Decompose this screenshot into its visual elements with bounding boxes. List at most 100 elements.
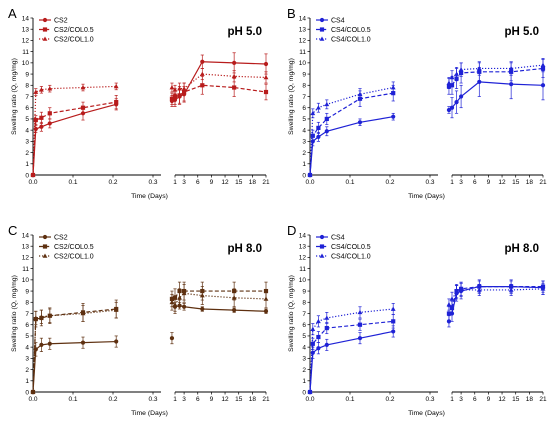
data-point: [263, 61, 269, 67]
ph-annotation: pH 8.0: [504, 243, 539, 255]
data-point: [80, 105, 86, 110]
y-tick-label: 8: [302, 83, 306, 90]
ph-annotation: pH 5.0: [504, 26, 539, 38]
data-point: [390, 85, 396, 90]
data-point: [449, 105, 455, 110]
x-tick-label: 21: [262, 179, 270, 186]
data-point: [169, 85, 175, 90]
series-cs4-col0-5: [307, 59, 546, 178]
series-line: [32, 101, 117, 176]
data-point: [458, 67, 464, 72]
data-point: [390, 306, 396, 311]
data-point: [540, 286, 546, 291]
series-line: [451, 64, 544, 78]
series-cs2: [30, 301, 269, 395]
data-point: [458, 287, 464, 292]
series-line: [451, 285, 544, 314]
y-tick-label: 0: [302, 389, 306, 396]
x-tick-label: 15: [512, 396, 520, 403]
x-axis-title: Time (Days): [408, 410, 445, 417]
data-point: [446, 80, 452, 85]
data-point: [113, 307, 119, 312]
y-tick-label: 3: [25, 139, 29, 146]
data-point: [508, 65, 514, 71]
data-point: [33, 315, 39, 320]
data-point: [114, 339, 119, 344]
x-tick-label: 0.2: [385, 179, 394, 186]
y-tick-label: 10: [22, 277, 30, 284]
y-tick-label: 5: [25, 116, 29, 123]
data-point: [454, 71, 459, 76]
y-tick-label: 4: [25, 344, 29, 351]
y-tick-label: 8: [25, 83, 29, 90]
x-tick-label: 15: [235, 396, 243, 403]
data-point: [454, 289, 459, 294]
x-tick-label: 0.2: [108, 179, 117, 186]
data-point: [307, 172, 313, 177]
y-tick-label: 1: [302, 378, 306, 385]
x-tick-label: 3: [459, 396, 463, 403]
data-point: [316, 318, 321, 324]
x-tick-label: 0.2: [108, 396, 117, 403]
x-axis-title: Time (Days): [131, 193, 168, 200]
data-point: [172, 87, 178, 92]
data-point: [310, 326, 316, 331]
data-point: [316, 125, 321, 130]
x-tick-label: 3: [459, 179, 463, 186]
series-line: [174, 305, 267, 312]
x-tick-label: 18: [526, 396, 534, 403]
y-tick-label: 10: [22, 60, 30, 67]
legend-label: CS4/COL0.5: [331, 244, 371, 251]
series-cs2: [30, 52, 269, 178]
x-tick-label: 9: [487, 396, 491, 403]
legend-label: CS2/COL0.5: [54, 244, 94, 251]
y-tick-label: 1: [25, 161, 29, 168]
x-tick-label: 0.1: [68, 179, 77, 186]
data-point: [181, 290, 187, 296]
data-point: [446, 311, 452, 316]
y-tick-label: 0: [25, 389, 29, 396]
data-point: [459, 94, 464, 99]
series-line: [32, 308, 117, 393]
x-tick-label: 18: [249, 396, 257, 403]
x-tick-label: 1: [173, 396, 177, 403]
series-line: [451, 81, 544, 109]
x-axis-title: Time (Days): [408, 193, 445, 200]
x-tick-label: 21: [539, 396, 547, 403]
data-point: [391, 319, 396, 324]
y-tick-label: 9: [25, 71, 29, 78]
series-line: [32, 309, 117, 393]
legend-label: CS2/COL1.0: [54, 253, 94, 260]
data-point: [540, 83, 546, 88]
y-tick-label: 11: [299, 266, 306, 273]
x-tick-label: 6: [473, 396, 477, 403]
y-tick-label: 12: [22, 255, 30, 262]
y-tick-label: 12: [299, 38, 307, 45]
data-point: [169, 96, 175, 101]
series-cs4-col1-0: [307, 58, 546, 177]
data-point: [39, 124, 44, 129]
data-point: [39, 115, 44, 120]
data-point: [30, 172, 36, 177]
series-cs4-col1-0: [307, 282, 546, 394]
data-point: [33, 89, 39, 94]
data-point: [42, 27, 48, 32]
x-tick-label: 0.1: [345, 179, 354, 186]
series-cs4: [307, 66, 546, 178]
x-tick-label: 0.3: [425, 179, 434, 186]
ph-annotation: pH 8.0: [227, 243, 262, 255]
data-point: [319, 234, 325, 240]
legend-label: CS4/COL0.5: [331, 27, 371, 34]
y-axis-title: Swelling ratio (Q, mg/mg): [288, 275, 295, 352]
data-point: [324, 116, 329, 122]
y-tick-label: 8: [302, 300, 306, 307]
data-point: [391, 329, 396, 334]
data-point: [80, 311, 86, 316]
y-tick-label: 7: [25, 94, 29, 101]
y-tick-label: 3: [25, 356, 29, 363]
data-point: [232, 60, 237, 65]
data-point: [177, 86, 182, 91]
